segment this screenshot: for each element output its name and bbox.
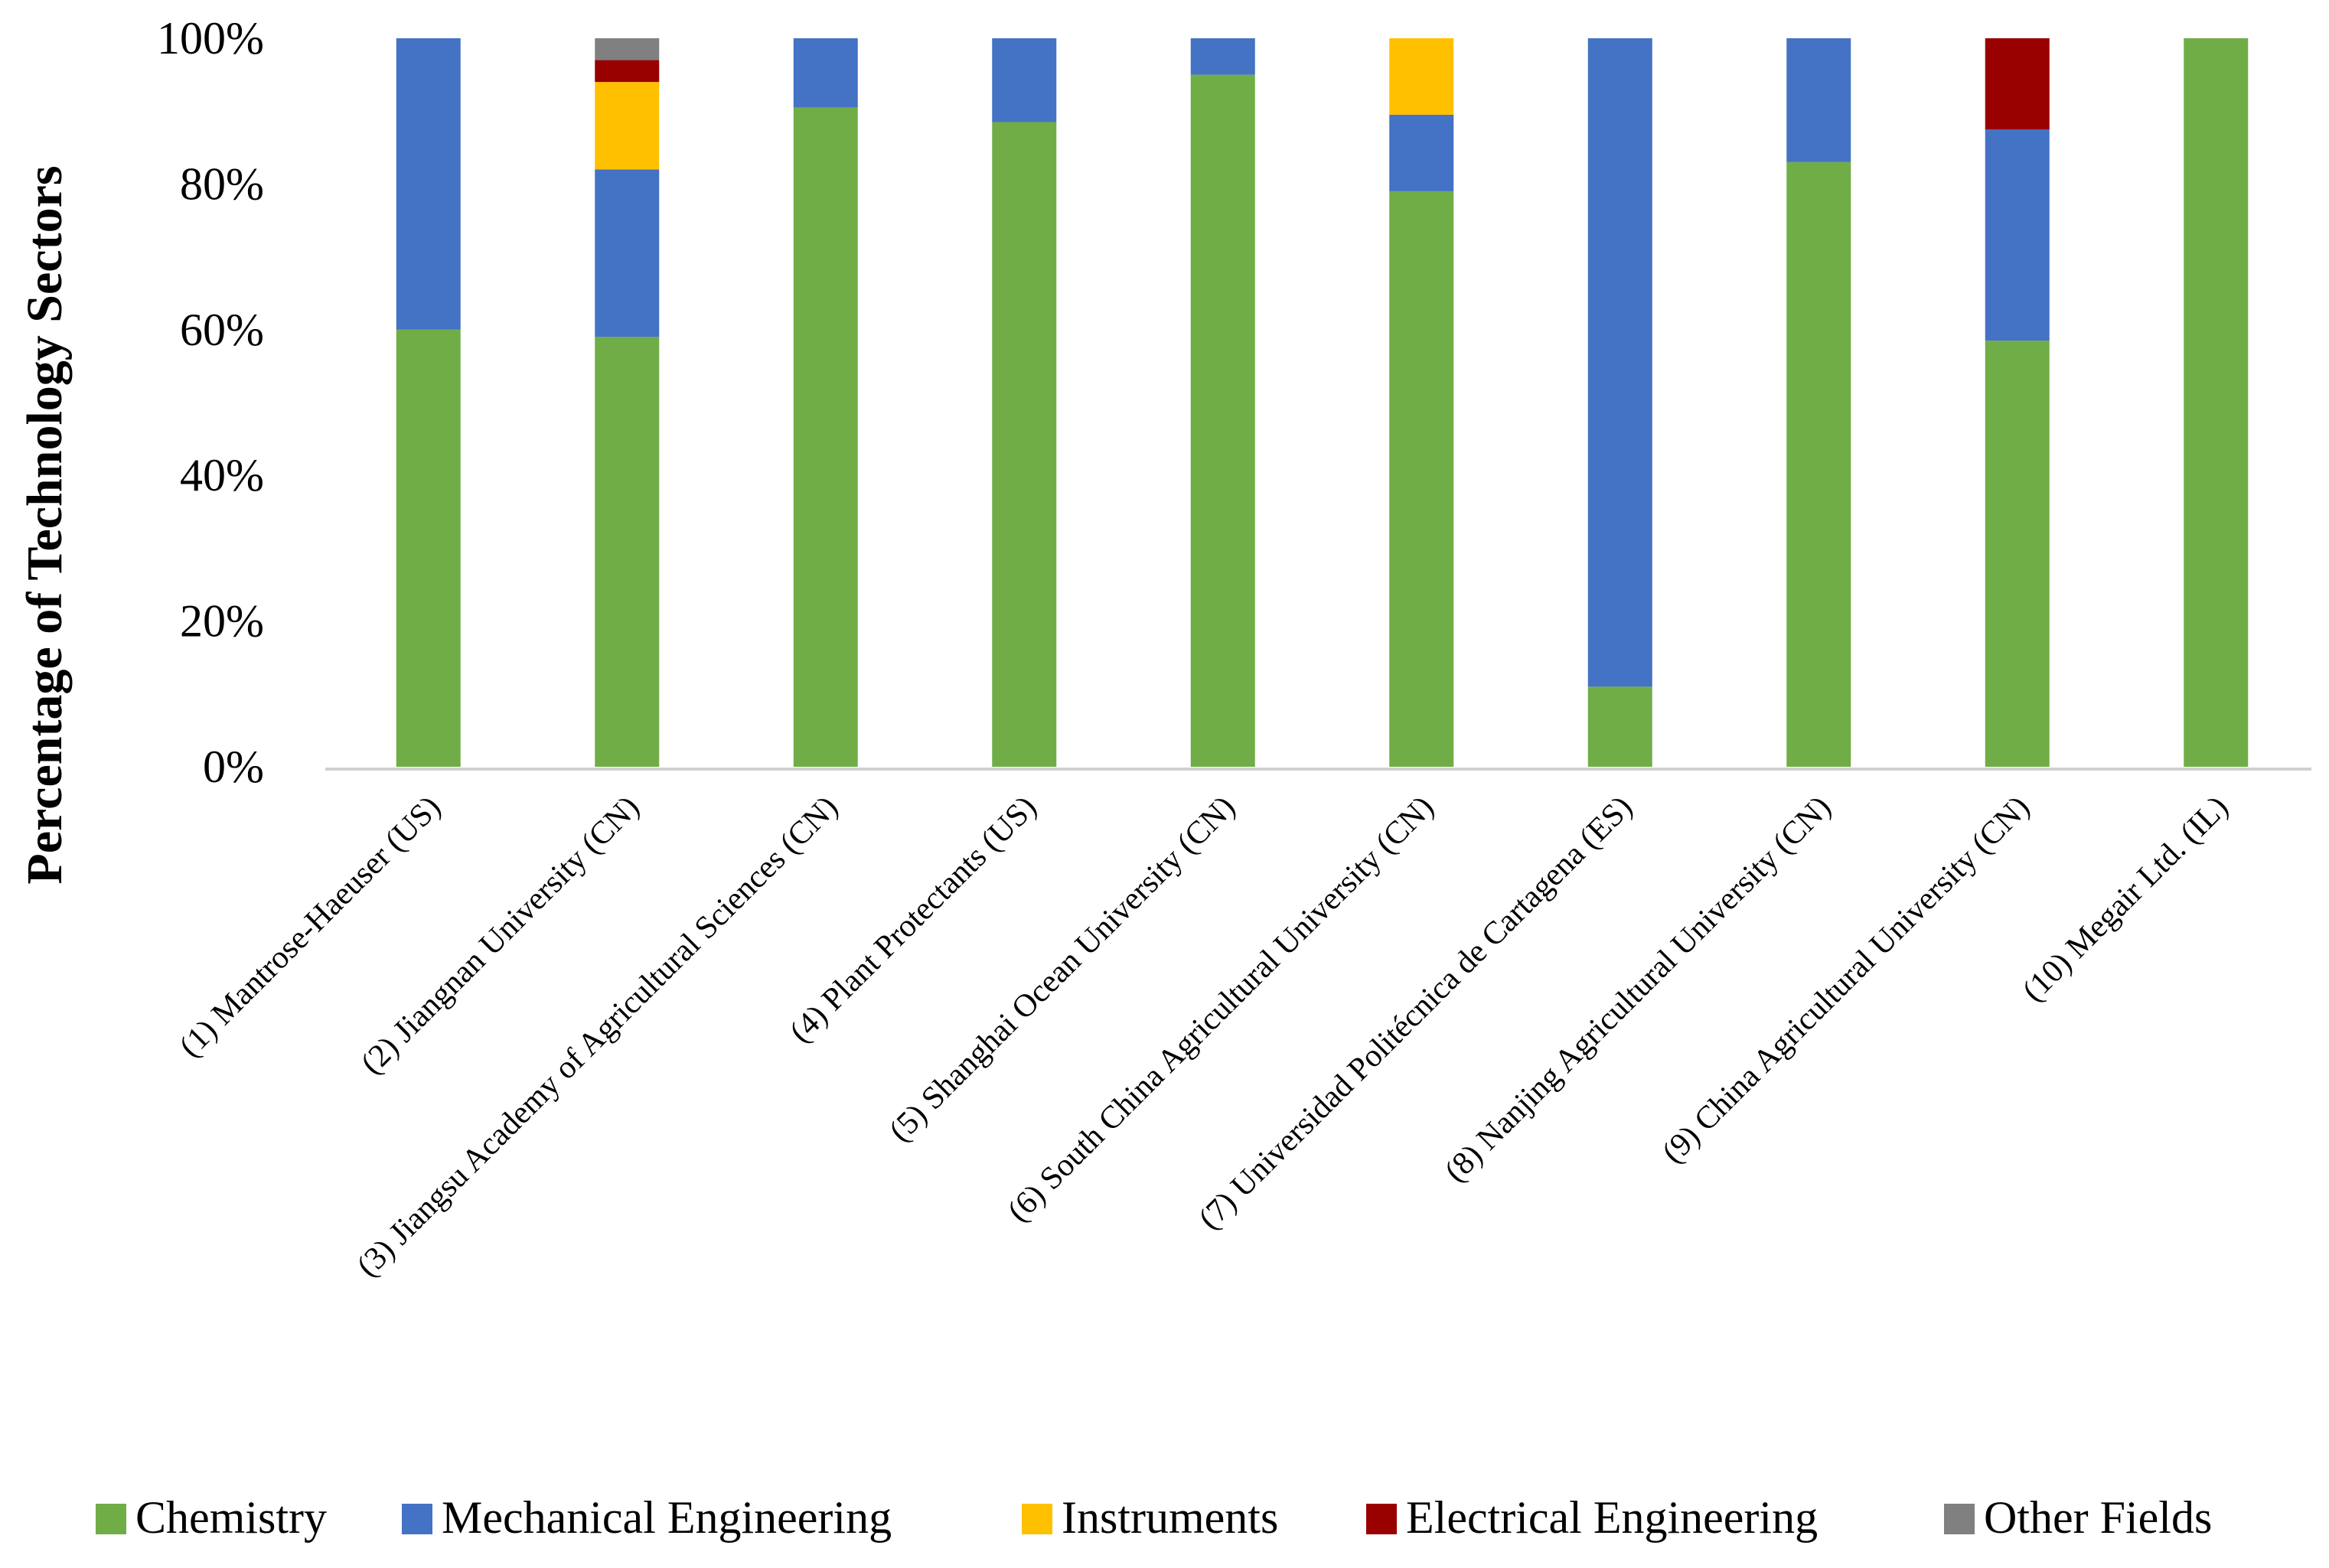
bar-segment-chemistry [1786, 161, 1851, 768]
x-tick-label: (3) Jiangsu Academy of Agricultural Scie… [351, 790, 845, 1284]
y-tick-label: 60% [180, 305, 264, 355]
x-tick-label: (7) Universidad Politécnica de Cartagena… [1192, 790, 1639, 1237]
bar-segment-chemistry [595, 337, 660, 767]
bar-segment-chemistry [1190, 74, 1255, 768]
x-axis-tick-labels: (1) Mantrose-Haeuser (US)(2) Jiangnan Un… [173, 790, 2236, 1284]
x-tick-label: (8) Nanjing Agricultural University (CN) [1438, 790, 1838, 1189]
y-tick-label: 20% [180, 596, 264, 647]
bar-segment-mechanical-engineering [396, 38, 461, 330]
bar-segment-chemistry [2184, 38, 2249, 767]
x-tick-label: (5) Shanghai Ocean University (CN) [882, 790, 1242, 1149]
x-tick-label: (9) China Agricultural University (CN) [1655, 790, 2037, 1171]
legend-swatch-mechanical-engineering [402, 1504, 432, 1534]
bar-segment-chemistry [793, 107, 858, 767]
bar-segment-electrical-engineering [1985, 38, 2050, 129]
bar-segment-mechanical-engineering [1587, 38, 1652, 687]
bar-segment-chemistry [1389, 191, 1454, 768]
bar-segment-other-fields [595, 38, 660, 60]
bars [396, 38, 2249, 768]
bar-segment-mechanical-engineering [1786, 38, 1851, 162]
legend-swatch-other-fields [1944, 1504, 1975, 1534]
bar-segment-mechanical-engineering [1389, 114, 1454, 191]
y-tick-label: 80% [180, 158, 264, 209]
x-tick-label: (6) South China Agricultural University … [1001, 790, 1440, 1229]
legend-label: Other Fields [1984, 1492, 2212, 1543]
bar-segment-mechanical-engineering [1190, 38, 1255, 75]
bar-segment-chemistry [396, 329, 461, 767]
legend-label: Chemistry [135, 1492, 327, 1543]
bar-segment-chemistry [992, 122, 1057, 768]
bar-segment-mechanical-engineering [992, 38, 1057, 122]
bar-segment-chemistry [1985, 341, 2050, 768]
x-tick-label: (10) Megair Ltd. (IL) [2016, 790, 2236, 1009]
y-axis-label: Percentage of Technology Sectors [17, 165, 73, 884]
legend-label: Instruments [1062, 1492, 1278, 1543]
legend-label: Electrical Engineering [1406, 1492, 1818, 1543]
legend-swatch-chemistry [96, 1504, 126, 1534]
y-axis-ticks: 0% 20% 40% 60% 80% 100% [157, 13, 264, 792]
y-axis-title: Percentage of Technology Sectors [17, 165, 73, 884]
bar-segment-mechanical-engineering [793, 38, 858, 108]
bar-segment-mechanical-engineering [595, 169, 660, 337]
y-tick-label: 40% [180, 450, 264, 500]
legend-swatch-instruments [1022, 1504, 1052, 1534]
legend: Chemistry Mechanical Engineering Instrumen… [96, 1492, 2212, 1543]
legend-swatch-electrical-engineering [1366, 1504, 1397, 1534]
y-tick-label: 100% [157, 13, 264, 64]
legend-label: Mechanical Engineering [442, 1492, 892, 1543]
bar-segment-mechanical-engineering [1985, 129, 2050, 341]
bar-segment-instruments [595, 82, 660, 170]
y-tick-label: 0% [203, 742, 264, 792]
bar-segment-instruments [1389, 38, 1454, 115]
bar-segment-electrical-engineering [595, 60, 660, 83]
bar-segment-chemistry [1587, 686, 1652, 767]
